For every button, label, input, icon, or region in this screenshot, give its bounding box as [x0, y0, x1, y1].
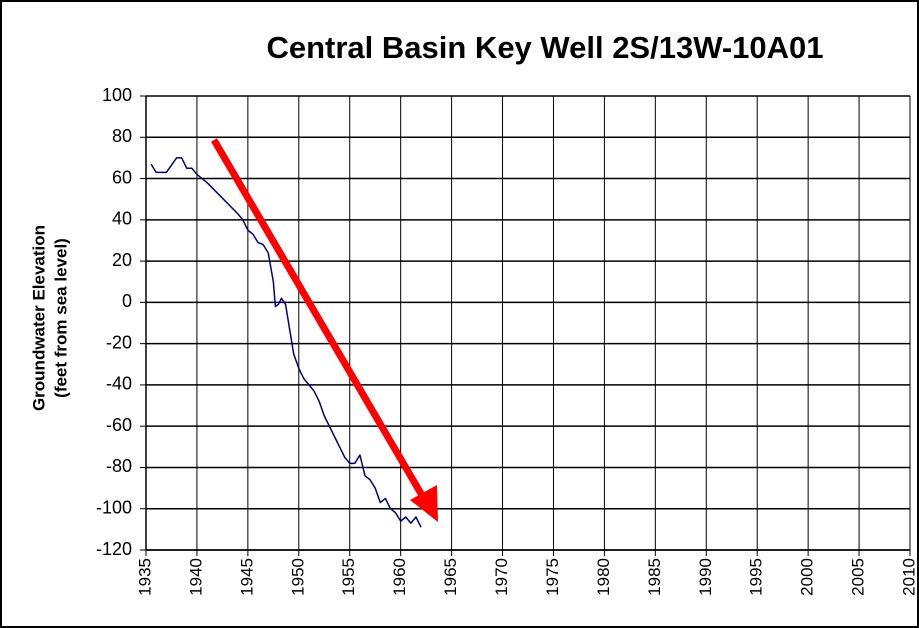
y-tick-label: 60 [112, 167, 132, 187]
x-tick-label: 1970 [492, 558, 511, 596]
x-tick-label: 1985 [645, 558, 664, 596]
arrow-shaft [210, 138, 427, 499]
y-tick-label: -100 [96, 497, 132, 517]
x-tick-label: 1990 [696, 558, 715, 596]
y-tick-label: 0 [122, 291, 132, 311]
chart-title: Central Basin Key Well 2S/13W-10A01 [266, 30, 823, 65]
y-tick-label: -40 [106, 374, 132, 394]
x-tick-label: 2010 [899, 558, 918, 596]
x-tick-label: 1940 [186, 558, 205, 596]
x-tick-label: 1980 [594, 558, 613, 596]
y-label-line: Groundwater Elevation [29, 225, 48, 411]
x-tick-label: 1960 [390, 558, 409, 596]
y-tick-label: 40 [112, 209, 132, 229]
trend-arrow [210, 138, 438, 522]
x-tick-label: 1935 [135, 558, 154, 596]
x-tick-label: 1955 [339, 558, 358, 596]
x-tick-label: 2005 [849, 558, 868, 596]
y-axis-label: Groundwater Elevation (feet from sea lev… [29, 225, 70, 411]
y-tick-label: 80 [112, 126, 132, 146]
data-line [150, 157, 422, 528]
arrow-head [410, 485, 438, 522]
x-tick-label: 1945 [237, 558, 256, 596]
y-tick-label: -60 [106, 415, 132, 435]
y-tick-label: -20 [106, 332, 132, 352]
y-tick-label: 100 [102, 85, 132, 105]
x-tick-label: 2000 [798, 558, 817, 596]
y-tick-label: 20 [112, 250, 132, 270]
plot-area: -120 -100 -80 -60 -40 -20 0 20 40 60 80 100 1935 1940… [96, 85, 919, 596]
x-tick-label: 1965 [441, 558, 460, 596]
x-tick-label: 1950 [288, 558, 307, 596]
y-label-line: (feet from sea level) [51, 238, 70, 398]
y-tick-label: -120 [96, 539, 132, 559]
x-tick-label: 1995 [747, 558, 766, 596]
x-tick-label: 1975 [543, 558, 562, 596]
y-tick-label: -80 [106, 456, 132, 476]
